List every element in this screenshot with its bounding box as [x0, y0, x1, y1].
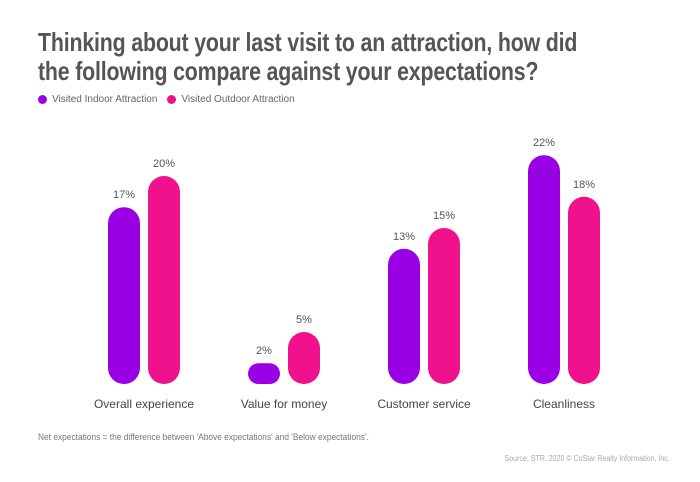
- title-line-1: Thinking about your last visit to an att…: [38, 27, 578, 57]
- data-label: 22%: [533, 137, 555, 149]
- category-label: Customer service: [377, 397, 471, 411]
- legend-label-indoor: Visited Indoor Attraction: [52, 94, 158, 105]
- bar-indoor: [388, 248, 420, 384]
- legend-swatch-indoor: [38, 95, 47, 104]
- category-label: Cleanliness: [533, 397, 595, 411]
- data-label: 15%: [433, 210, 455, 222]
- data-label: 18%: [573, 179, 595, 191]
- bar-outdoor: [428, 228, 460, 384]
- title-line-2: the following compare against your expec…: [38, 56, 539, 86]
- data-label: 17%: [113, 189, 135, 201]
- bar-indoor: [528, 155, 560, 384]
- bar-outdoor: [288, 332, 320, 384]
- legend-item-outdoor: Visited Outdoor Attraction: [167, 94, 295, 105]
- data-label: 5%: [296, 314, 312, 326]
- source-credit: Source: STR. 2020 © CoStar Realty Inform…: [504, 454, 670, 463]
- category-label: Overall experience: [94, 397, 194, 411]
- legend-item-indoor: Visited Indoor Attraction: [38, 94, 157, 105]
- data-label: 20%: [153, 158, 175, 170]
- bar-indoor: [248, 363, 280, 384]
- data-label: 2%: [256, 345, 272, 357]
- footnote: Net expectations = the difference betwee…: [38, 432, 369, 443]
- legend-label-outdoor: Visited Outdoor Attraction: [181, 94, 295, 105]
- legend-swatch-outdoor: [167, 95, 177, 104]
- data-label: 13%: [393, 231, 415, 243]
- bar-indoor: [108, 207, 140, 384]
- bar-outdoor: [148, 176, 180, 384]
- chart-title: Thinking about your last visit to an att…: [38, 28, 577, 86]
- category-label: Value for money: [241, 397, 328, 411]
- legend: Visited Indoor Attraction Visited Outdoo…: [38, 94, 295, 105]
- bar-outdoor: [568, 196, 600, 384]
